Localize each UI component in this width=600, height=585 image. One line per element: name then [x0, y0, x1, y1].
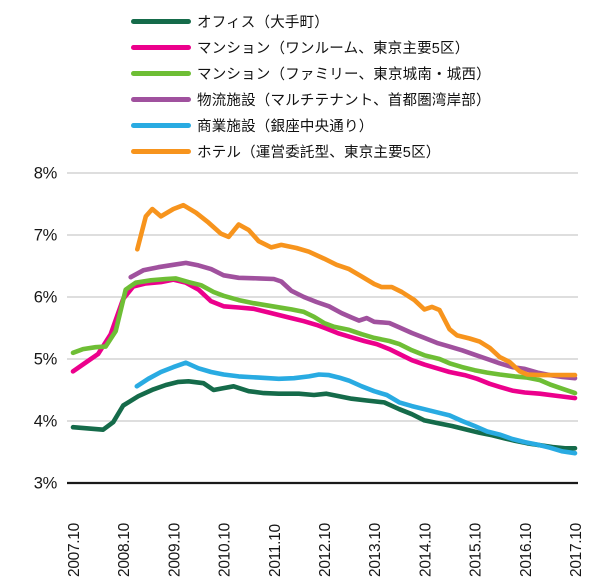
- y-axis-label: 5%: [34, 351, 58, 369]
- y-axis-label: 3%: [34, 475, 58, 493]
- x-axis-label: 2017.10: [568, 522, 585, 577]
- x-axis-label: 2012.10: [317, 522, 334, 577]
- legend-label: マンション（ワンルーム、東京主要5区）: [197, 40, 470, 57]
- x-axis-label: 2014.10: [417, 522, 434, 577]
- chart-legend: オフィス（大手町） マンション（ワンルーム、東京主要5区） マンション（ファミリー、…: [131, 8, 491, 164]
- series-line-logistics-bay: [128, 260, 578, 381]
- legend-label: マンション（ファミリー、東京城南・城西）: [197, 66, 491, 83]
- x-axis-label: 2009.10: [166, 522, 183, 577]
- x-axis-label: 2016.10: [518, 522, 535, 577]
- legend-item-condo-oneroom: マンション（ワンルーム、東京主要5区）: [131, 34, 491, 60]
- series-line-retail-ginza: [134, 360, 578, 456]
- series-line-condo-oneroom: [70, 277, 578, 401]
- legend-item-logistics-bay: 物流施設（マルチテナント、首都圏湾岸部）: [131, 86, 491, 112]
- legend-swatch-condo-oneroom: [131, 44, 191, 50]
- legend-label: ホテル（運営委託型、東京主要5区）: [197, 144, 441, 161]
- x-axis-label: 2013.10: [367, 522, 384, 577]
- series-line-hotel: [135, 202, 578, 378]
- x-axis-label: 2011.10: [267, 524, 284, 577]
- x-axis-label: 2010.10: [217, 522, 234, 577]
- series-line-office-otemachi: [70, 378, 578, 451]
- y-axis-label: 8%: [34, 165, 58, 183]
- legend-label: オフィス（大手町）: [197, 14, 330, 31]
- y-axis-label: 7%: [34, 227, 58, 245]
- y-axis-label: 4%: [34, 413, 58, 431]
- legend-swatch-logistics-bay: [131, 96, 191, 102]
- legend-swatch-retail-ginza: [131, 122, 191, 128]
- x-axis-label: 2008.10: [116, 522, 133, 577]
- legend-item-retail-ginza: 商業施設（銀座中央通り）: [131, 112, 491, 138]
- series-line-condo-family: [70, 276, 578, 396]
- legend-swatch-hotel: [131, 148, 191, 154]
- legend-item-office-otemachi: オフィス（大手町）: [131, 8, 491, 34]
- legend-swatch-office-otemachi: [131, 18, 191, 24]
- legend-swatch-condo-family: [131, 70, 191, 76]
- x-axis-label: 2007.10: [66, 522, 83, 577]
- x-axis-label: 2015.10: [468, 522, 485, 577]
- legend-item-condo-family: マンション（ファミリー、東京城南・城西）: [131, 60, 491, 86]
- legend-label: 商業施設（銀座中央通り）: [197, 118, 374, 135]
- y-axis-label: 6%: [34, 289, 58, 307]
- legend-label: 物流施設（マルチテナント、首都圏湾岸部）: [197, 92, 491, 109]
- legend-item-hotel: ホテル（運営委託型、東京主要5区）: [131, 138, 491, 164]
